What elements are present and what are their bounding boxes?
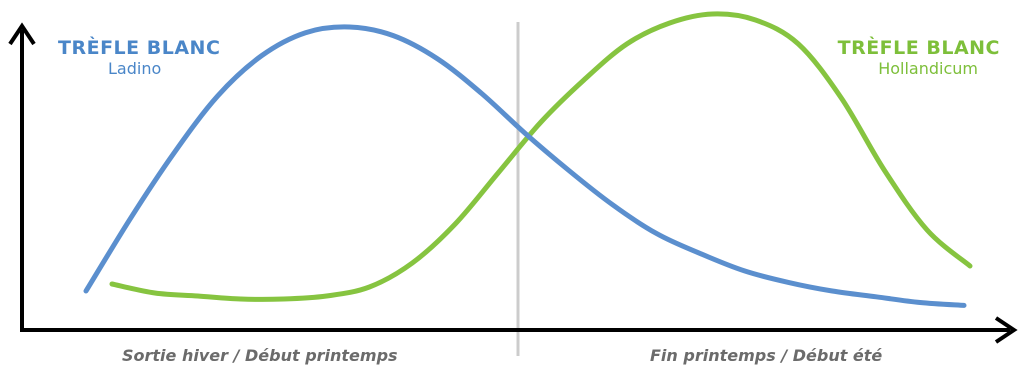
legend-ladino-subtitle: Ladino: [108, 59, 162, 78]
legend-ladino-title: TRÈFLE BLANC: [58, 37, 221, 59]
period-label-early: Sortie hiver / Début printemps: [122, 346, 398, 365]
x-axis-arrow-icon: [994, 316, 1018, 344]
period-label-late: Fin printemps / Début été: [650, 346, 883, 365]
legend-hollandicum-subtitle: Hollandicum: [878, 59, 978, 78]
legend-hollandicum-title: TRÈFLE BLANC: [837, 37, 1000, 59]
series-line-ladino: [83, 24, 967, 308]
y-axis-arrow-icon: [8, 22, 36, 46]
series-line-hollandicum: [109, 11, 973, 302]
